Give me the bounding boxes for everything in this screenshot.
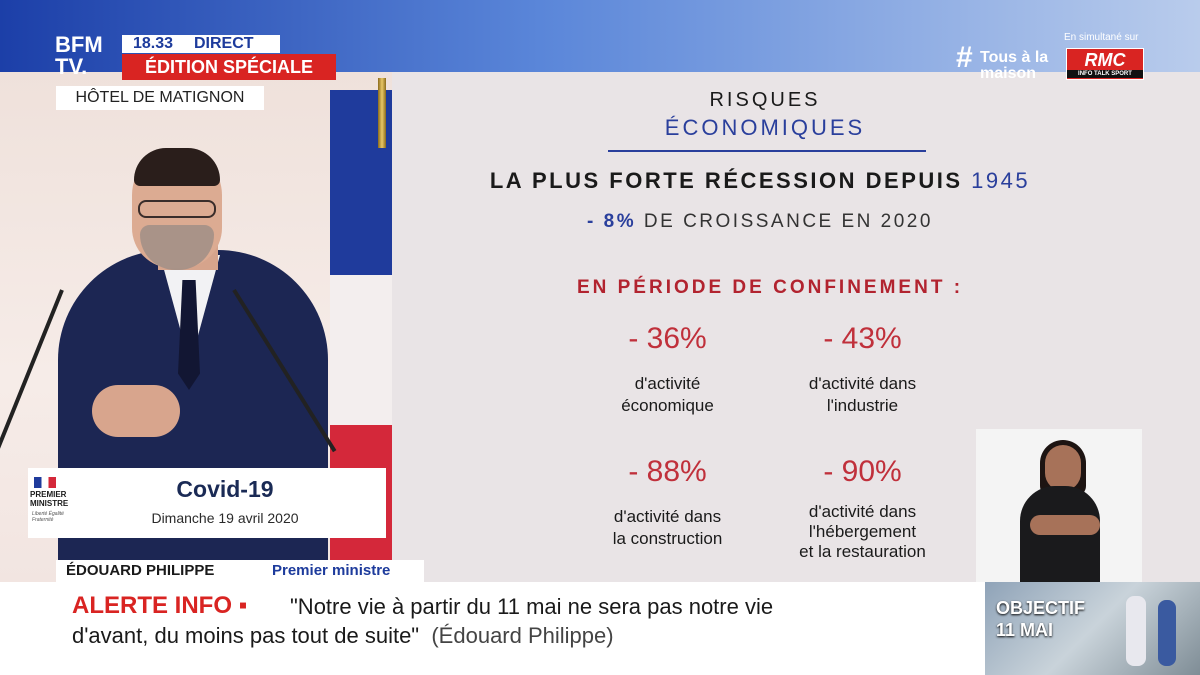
stat-value: - 36% <box>628 322 707 355</box>
slide-confinement-heading: EN PÉRIODE DE CONFINEMENT : <box>576 277 964 298</box>
marianne-logo-icon <box>34 477 56 488</box>
name-bar <box>56 560 424 582</box>
interpreter-hands <box>1030 515 1100 535</box>
speaker-tie <box>178 280 200 390</box>
podium-sign <box>28 468 386 538</box>
stat-label: d'activité dans la construction <box>612 507 723 548</box>
speaker-role: Premier ministre <box>272 562 391 579</box>
clock: 18.33 <box>122 35 184 53</box>
slide-title-line2: ÉCONOMIQUES <box>664 115 866 140</box>
stat-value: - 90% <box>823 455 902 488</box>
slide-growth: - 8% DE CROISSANCE EN 2020 <box>587 211 933 232</box>
slide-title-line1: RISQUES <box>709 89 821 111</box>
interpreter-body <box>1020 486 1100 586</box>
speaker-name: ÉDOUARD PHILIPPE <box>66 562 215 579</box>
stat-value: - 88% <box>628 455 707 488</box>
speaker-hand <box>92 385 180 437</box>
promo-person-2 <box>1158 600 1176 666</box>
channel-logo: BFM TV. <box>55 32 103 79</box>
flag-pole <box>378 78 386 148</box>
slide-headline: LA PLUS FORTE RÉCESSION DEPUIS 1945 <box>489 168 1031 193</box>
promo-person-1 <box>1126 596 1146 666</box>
alert-label: ALERTE INFO ▪ <box>72 592 248 619</box>
rmc-logo: RMC INFO TALK SPORT <box>1066 48 1144 80</box>
speaker-glasses <box>138 200 216 218</box>
stat-label: d'activité dans l'industrie <box>808 374 917 415</box>
promo-text: OBJECTIF 11 MAI <box>996 598 1086 640</box>
stat-label: d'activité économique <box>621 374 714 415</box>
institution-motto: Liberté Égalité Fraternité <box>32 511 64 523</box>
stat-label: d'activité dans l'hébergement et la restau… <box>799 502 926 561</box>
podium-title: Covid-19 <box>176 476 274 502</box>
ticker-quote-line1: "Notre vie à partir du 11 mai ne sera pa… <box>290 594 774 619</box>
stat-value: - 43% <box>823 322 902 355</box>
news-ticker <box>0 582 985 675</box>
podium-date: Dimanche 19 avril 2020 <box>151 510 299 526</box>
simulcast-label: En simultané sur <box>1064 32 1139 43</box>
ticker-quote-line2: d'avant, du moins pas tout de suite" (Éd… <box>72 623 614 648</box>
live-badge: DIRECT <box>184 35 280 53</box>
speaker-hair <box>134 148 220 186</box>
institution-label: PREMIER MINISTRE <box>30 490 69 508</box>
interpreter-head <box>1045 445 1081 491</box>
location-label: HÔTEL DE MATIGNON <box>56 86 264 110</box>
edition-banner: ÉDITION SPÉCIALE <box>122 54 336 80</box>
slide-divider <box>608 150 926 152</box>
